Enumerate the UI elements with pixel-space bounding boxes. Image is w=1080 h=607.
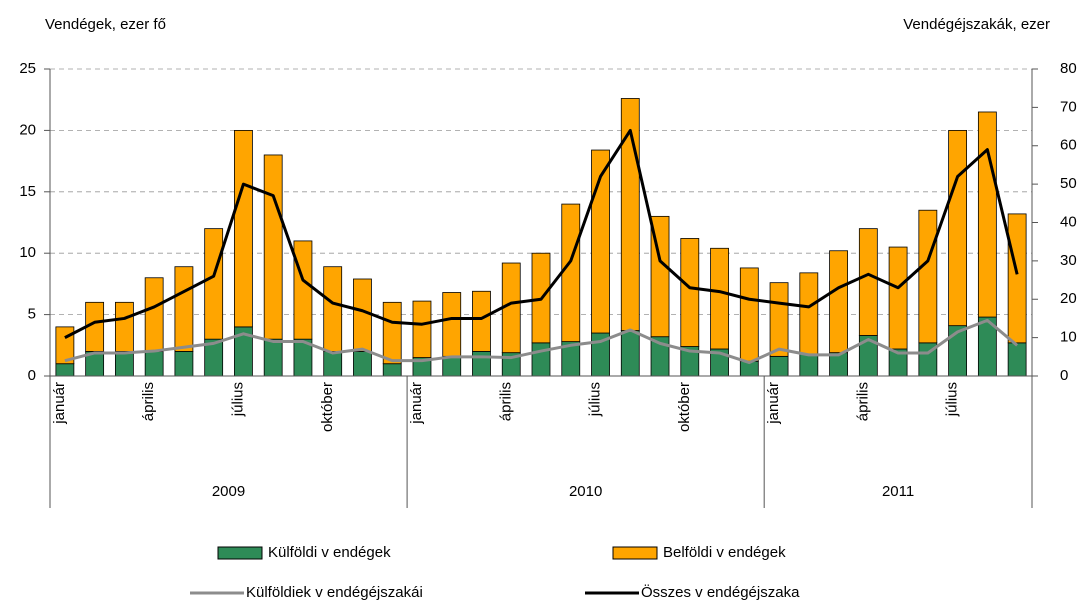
bar	[263, 338, 283, 377]
x-tick-label: április	[497, 382, 514, 421]
bar	[680, 238, 700, 347]
y2-tick-label: 50	[1060, 175, 1077, 192]
bar	[710, 247, 729, 350]
y2-tick-label: 70	[1060, 98, 1077, 115]
bar	[620, 330, 640, 377]
bar	[1007, 342, 1027, 377]
bar	[263, 154, 283, 340]
bar	[144, 277, 164, 352]
y-tick-label: 15	[19, 183, 36, 200]
bar	[144, 351, 164, 377]
x-tick-label: január	[51, 382, 68, 425]
bar	[204, 228, 224, 340]
bar	[442, 355, 462, 377]
x-tick-label: október	[676, 382, 693, 432]
x-tick-label: július	[230, 382, 247, 417]
bar	[353, 278, 372, 352]
y2-tick-label: 60	[1060, 137, 1077, 154]
bar	[1007, 213, 1027, 344]
x-tick-label: július	[944, 382, 961, 417]
y2-tick-label: 80	[1060, 60, 1077, 77]
line	[64, 128, 1019, 339]
bar	[591, 149, 610, 334]
bar	[174, 266, 194, 352]
bar	[829, 250, 848, 354]
x-tick-label: január	[765, 382, 782, 425]
bar	[234, 129, 253, 328]
bar	[382, 301, 402, 365]
x-tick-label: április	[140, 382, 157, 421]
bar	[799, 353, 819, 377]
legend-swatch	[612, 546, 658, 560]
group-label: 2011	[882, 483, 914, 500]
y2-tick-label: 30	[1060, 252, 1077, 269]
bar	[382, 363, 402, 377]
x-tick-label: január	[408, 382, 425, 425]
bar	[353, 351, 372, 377]
bar	[442, 292, 462, 357]
legend-swatch	[217, 546, 263, 560]
legend-label: Külföldi v endégek	[268, 544, 391, 561]
bar	[323, 351, 343, 377]
bar	[799, 272, 819, 355]
bar	[888, 246, 908, 350]
bar	[531, 342, 551, 377]
y2-axis-title: Vendégéjszakák, ezer	[903, 16, 1050, 33]
y2-tick-label: 10	[1060, 329, 1077, 346]
bar	[561, 203, 581, 343]
bar	[114, 351, 134, 377]
bar	[55, 363, 75, 377]
group-label: 2010	[569, 483, 602, 500]
bar	[769, 355, 789, 377]
y-tick-label: 10	[19, 244, 36, 261]
legend-label: Összes v endégéjszaka	[641, 583, 800, 601]
bar	[739, 267, 759, 362]
line	[64, 318, 1019, 365]
bar	[293, 240, 313, 340]
bar	[472, 351, 491, 377]
y2-tick-label: 20	[1060, 290, 1077, 307]
bar	[977, 111, 997, 318]
y-tick-label: 0	[28, 367, 36, 384]
group-label: 2009	[212, 483, 245, 500]
y-tick-label: 5	[28, 306, 36, 323]
bar	[174, 351, 194, 377]
y-tick-label: 25	[19, 60, 36, 77]
bar	[858, 228, 878, 336]
bar	[918, 209, 938, 344]
x-tick-label: október	[319, 382, 336, 432]
x-tick-label: július	[587, 382, 604, 417]
bar	[948, 129, 968, 327]
y2-tick-label: 0	[1060, 367, 1068, 384]
legend-label: Belföldi v endégek	[663, 544, 786, 561]
y-tick-label: 20	[19, 121, 36, 138]
bar	[114, 301, 134, 352]
bar	[472, 290, 491, 352]
x-tick-label: április	[854, 382, 871, 421]
y-axis-title: Vendégek, ezer fő	[45, 16, 166, 33]
legend-label: Külföldiek v endégéjszakái	[246, 584, 423, 601]
y2-tick-label: 40	[1060, 213, 1077, 230]
bar	[323, 266, 343, 352]
bar	[412, 300, 432, 358]
bar	[769, 282, 789, 357]
